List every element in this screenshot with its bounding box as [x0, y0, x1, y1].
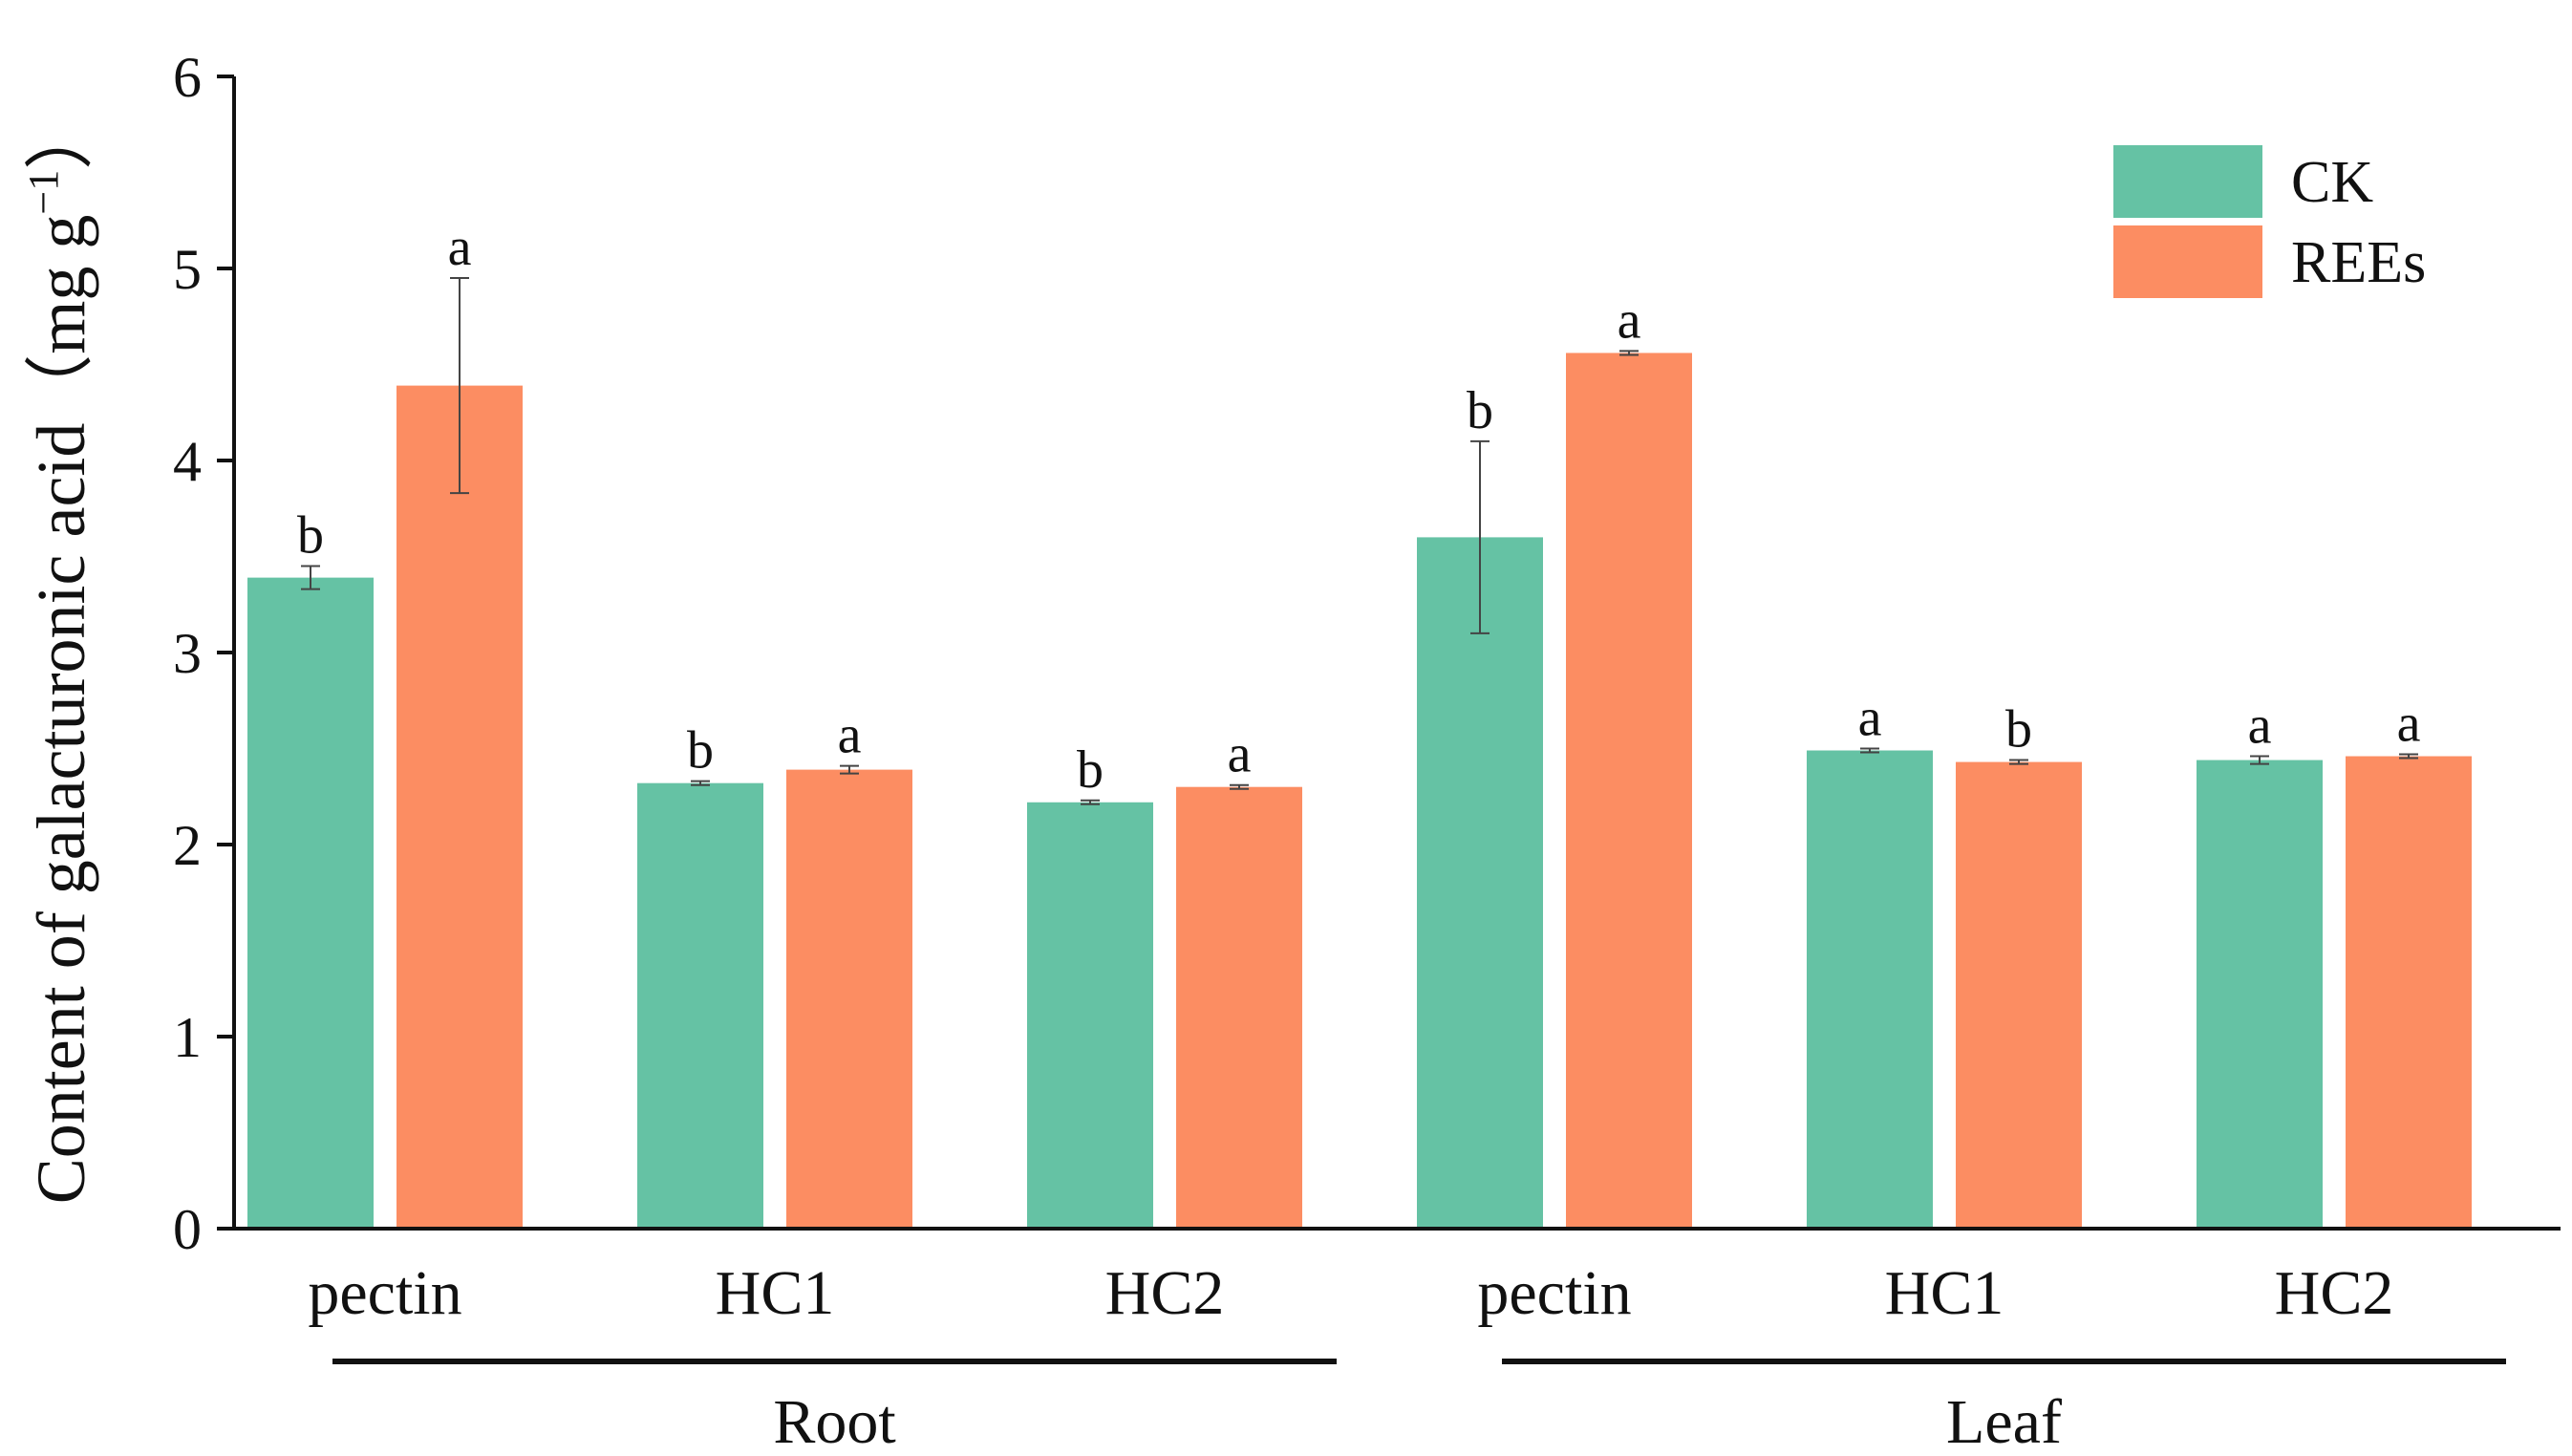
significance-label-ck-5: a — [1858, 689, 1882, 748]
bar-rees-4 — [1566, 353, 1692, 1229]
y-tick-label-4: 4 — [173, 430, 202, 493]
significance-label-ck-2: b — [687, 721, 714, 781]
bar-rees-5 — [1956, 761, 2082, 1229]
legend-swatch-rees — [2113, 225, 2262, 298]
group-label-leaf: Leaf — [1946, 1387, 2062, 1456]
legend-label-rees: REEs — [2291, 230, 2426, 295]
x-tick-label-5: HC1 — [1885, 1258, 2004, 1328]
y-axis-title-end: ） — [23, 101, 99, 170]
y-tick-label-1: 1 — [173, 1006, 202, 1069]
bar-ck-1 — [247, 577, 374, 1229]
y-tick-label-6: 6 — [173, 46, 202, 109]
significance-label-rees-5: b — [2005, 700, 2032, 760]
x-tick-label-6: HC2 — [2275, 1258, 2394, 1328]
bar-rees-6 — [2346, 756, 2472, 1229]
group-label-root: Root — [773, 1387, 895, 1456]
significance-label-rees-2: a — [838, 706, 862, 765]
y-axis-title: Content of galacturonic acid（mg g−1） — [20, 101, 99, 1205]
significance-label-ck-1: b — [297, 506, 324, 566]
significance-label-rees-1: a — [448, 218, 472, 277]
significance-label-ck-6: a — [2248, 696, 2272, 756]
y-axis-title-main: Content of galacturonic acid（mg g — [23, 215, 99, 1205]
significance-label-ck-4: b — [1467, 381, 1493, 440]
significance-label-rees-4: a — [1618, 290, 1641, 350]
bar-ck-6 — [2197, 760, 2323, 1229]
bar-rees-1 — [397, 385, 523, 1229]
bar-rees-2 — [786, 769, 912, 1229]
y-axis-title-superscript: −1 — [20, 170, 67, 215]
significance-label-ck-3: b — [1077, 740, 1104, 800]
significance-label-rees-6: a — [2397, 695, 2421, 754]
y-tick-label-3: 3 — [173, 622, 202, 685]
y-tick-label-0: 0 — [173, 1198, 202, 1261]
x-tick-label-3: HC2 — [1105, 1258, 1225, 1328]
x-tick-label-1: pectin — [308, 1258, 461, 1328]
bar-ck-5 — [1807, 750, 1933, 1229]
significance-label-rees-3: a — [1228, 725, 1252, 784]
bar-rees-3 — [1176, 786, 1302, 1229]
legend-label-ck: CK — [2291, 150, 2373, 215]
y-tick-label-2: 2 — [173, 814, 202, 877]
bar-ck-3 — [1027, 802, 1153, 1229]
legend-swatch-ck — [2113, 145, 2262, 218]
bar-ck-2 — [637, 782, 763, 1229]
x-tick-label-2: HC1 — [716, 1258, 835, 1328]
bar-ck-4 — [1417, 537, 1543, 1229]
y-tick-label-5: 5 — [173, 238, 202, 301]
x-tick-label-4: pectin — [1477, 1258, 1631, 1328]
